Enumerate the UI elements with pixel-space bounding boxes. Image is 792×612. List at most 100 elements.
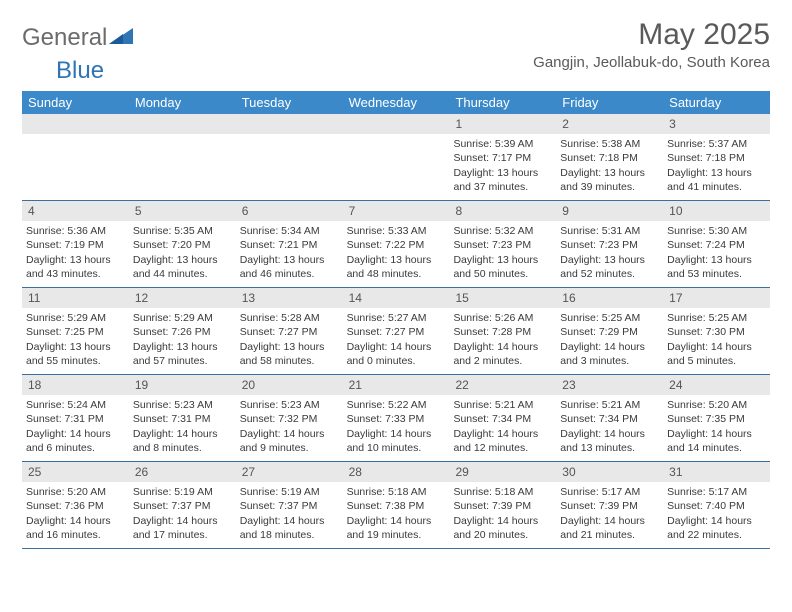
empty-day-bar [22, 114, 129, 134]
sunrise-line: Sunrise: 5:29 AM [26, 311, 125, 325]
day-cell: 2Sunrise: 5:38 AMSunset: 7:18 PMDaylight… [556, 114, 663, 200]
sunrise-line: Sunrise: 5:18 AM [347, 485, 446, 499]
sunset-line: Sunset: 7:34 PM [560, 412, 659, 426]
sunset-line: Sunset: 7:39 PM [453, 499, 552, 513]
daylight-line: Daylight: 14 hours and 12 minutes. [453, 427, 552, 455]
day-cell: 28Sunrise: 5:18 AMSunset: 7:38 PMDayligh… [343, 462, 450, 548]
sunrise-line: Sunrise: 5:35 AM [133, 224, 232, 238]
day-cell: 10Sunrise: 5:30 AMSunset: 7:24 PMDayligh… [663, 201, 770, 287]
dow-saturday: Saturday [663, 91, 770, 114]
day-cell: 7 Sunrise: 5:33 AMSunset: 7:22 PMDaylight… [343, 201, 450, 287]
daylight-line: Daylight: 13 hours and 41 minutes. [667, 166, 766, 194]
daylight-line: Daylight: 14 hours and 0 minutes. [347, 340, 446, 368]
empty-day-bar [236, 114, 343, 134]
sunset-line: Sunset: 7:40 PM [667, 499, 766, 513]
day-cell: 12Sunrise: 5:29 AMSunset: 7:26 PMDayligh… [129, 288, 236, 374]
sunset-line: Sunset: 7:31 PM [26, 412, 125, 426]
daylight-line: Daylight: 14 hours and 19 minutes. [347, 514, 446, 542]
sunrise-line: Sunrise: 5:25 AM [560, 311, 659, 325]
sunset-line: Sunset: 7:23 PM [560, 238, 659, 252]
day-number: 22 [449, 375, 556, 395]
day-number: 16 [556, 288, 663, 308]
day-number: 7 [343, 201, 450, 221]
daylight-line: Daylight: 13 hours and 53 minutes. [667, 253, 766, 281]
day-cell: 1Sunrise: 5:39 AMSunset: 7:17 PMDaylight… [449, 114, 556, 200]
day-number: 27 [236, 462, 343, 482]
sunrise-line: Sunrise: 5:21 AM [453, 398, 552, 412]
daylight-line: Daylight: 14 hours and 2 minutes. [453, 340, 552, 368]
dow-friday: Friday [556, 91, 663, 114]
daylight-line: Daylight: 14 hours and 8 minutes. [133, 427, 232, 455]
day-number: 26 [129, 462, 236, 482]
sunset-line: Sunset: 7:23 PM [453, 238, 552, 252]
sunrise-line: Sunrise: 5:33 AM [347, 224, 446, 238]
day-number: 6 [236, 201, 343, 221]
empty-cell [129, 114, 236, 200]
day-cell: 17Sunrise: 5:25 AMSunset: 7:30 PMDayligh… [663, 288, 770, 374]
sunrise-line: Sunrise: 5:19 AM [240, 485, 339, 499]
day-cell: 4Sunrise: 5:36 AMSunset: 7:19 PMDaylight… [22, 201, 129, 287]
daylight-line: Daylight: 13 hours and 55 minutes. [26, 340, 125, 368]
sunset-line: Sunset: 7:34 PM [453, 412, 552, 426]
sunset-line: Sunset: 7:36 PM [26, 499, 125, 513]
week-row: 25Sunrise: 5:20 AMSunset: 7:36 PMDayligh… [22, 462, 770, 549]
sunrise-line: Sunrise: 5:27 AM [347, 311, 446, 325]
day-number: 2 [556, 114, 663, 134]
daylight-line: Daylight: 13 hours and 48 minutes. [347, 253, 446, 281]
sunrise-line: Sunrise: 5:17 AM [667, 485, 766, 499]
sunset-line: Sunset: 7:22 PM [347, 238, 446, 252]
daylight-line: Daylight: 14 hours and 13 minutes. [560, 427, 659, 455]
day-number: 31 [663, 462, 770, 482]
sunrise-line: Sunrise: 5:32 AM [453, 224, 552, 238]
sunset-line: Sunset: 7:21 PM [240, 238, 339, 252]
day-number: 15 [449, 288, 556, 308]
dow-thursday: Thursday [449, 91, 556, 114]
sunset-line: Sunset: 7:19 PM [26, 238, 125, 252]
daylight-line: Daylight: 14 hours and 10 minutes. [347, 427, 446, 455]
empty-cell [343, 114, 450, 200]
empty-day-bar [343, 114, 450, 134]
sunset-line: Sunset: 7:18 PM [667, 151, 766, 165]
sunset-line: Sunset: 7:37 PM [133, 499, 232, 513]
sunrise-line: Sunrise: 5:20 AM [26, 485, 125, 499]
sunset-line: Sunset: 7:33 PM [347, 412, 446, 426]
daylight-line: Daylight: 13 hours and 57 minutes. [133, 340, 232, 368]
sunrise-line: Sunrise: 5:34 AM [240, 224, 339, 238]
daylight-line: Daylight: 13 hours and 46 minutes. [240, 253, 339, 281]
empty-day-bar [129, 114, 236, 134]
sunrise-line: Sunrise: 5:38 AM [560, 137, 659, 151]
day-cell: 14Sunrise: 5:27 AMSunset: 7:27 PMDayligh… [343, 288, 450, 374]
logo: General [22, 24, 137, 52]
day-cell: 20Sunrise: 5:23 AMSunset: 7:32 PMDayligh… [236, 375, 343, 461]
empty-cell [22, 114, 129, 200]
day-cell: 29Sunrise: 5:18 AMSunset: 7:39 PMDayligh… [449, 462, 556, 548]
day-number: 29 [449, 462, 556, 482]
day-cell: 25Sunrise: 5:20 AMSunset: 7:36 PMDayligh… [22, 462, 129, 548]
sunrise-line: Sunrise: 5:25 AM [667, 311, 766, 325]
month-title: May 2025 [533, 18, 770, 52]
daylight-line: Daylight: 14 hours and 14 minutes. [667, 427, 766, 455]
day-number: 3 [663, 114, 770, 134]
dow-tuesday: Tuesday [236, 91, 343, 114]
daylight-line: Daylight: 13 hours and 50 minutes. [453, 253, 552, 281]
sunrise-line: Sunrise: 5:19 AM [133, 485, 232, 499]
day-number: 11 [22, 288, 129, 308]
header-right: May 2025 Gangjin, Jeollabuk-do, South Ko… [533, 18, 770, 71]
sunset-line: Sunset: 7:20 PM [133, 238, 232, 252]
sunset-line: Sunset: 7:29 PM [560, 325, 659, 339]
sunset-line: Sunset: 7:31 PM [133, 412, 232, 426]
day-cell: 26Sunrise: 5:19 AMSunset: 7:37 PMDayligh… [129, 462, 236, 548]
sunrise-line: Sunrise: 5:24 AM [26, 398, 125, 412]
sunrise-line: Sunrise: 5:36 AM [26, 224, 125, 238]
sunset-line: Sunset: 7:27 PM [240, 325, 339, 339]
day-number: 12 [129, 288, 236, 308]
daylight-line: Daylight: 13 hours and 39 minutes. [560, 166, 659, 194]
logo-text-general: General [22, 24, 107, 52]
day-cell: 8 Sunrise: 5:32 AMSunset: 7:23 PMDaylight… [449, 201, 556, 287]
day-number: 8 [449, 201, 556, 221]
day-cell: 31Sunrise: 5:17 AMSunset: 7:40 PMDayligh… [663, 462, 770, 548]
day-cell: 15Sunrise: 5:26 AMSunset: 7:28 PMDayligh… [449, 288, 556, 374]
sunset-line: Sunset: 7:38 PM [347, 499, 446, 513]
sunset-line: Sunset: 7:35 PM [667, 412, 766, 426]
day-number: 9 [556, 201, 663, 221]
